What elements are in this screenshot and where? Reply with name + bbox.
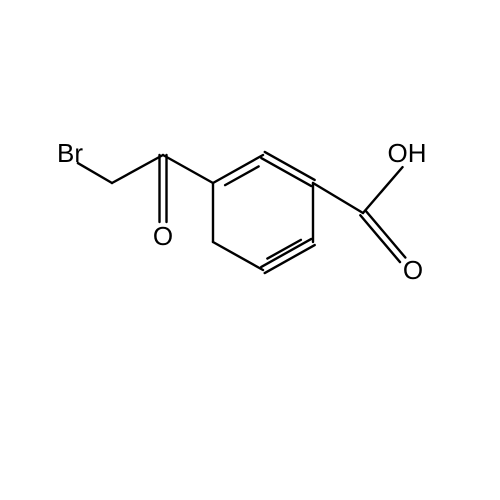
- bond: [363, 167, 403, 213]
- bond: [261, 158, 311, 186]
- bond: [265, 152, 315, 180]
- bond: [366, 211, 406, 258]
- bond: [261, 239, 311, 267]
- atom-label-o1: O: [153, 221, 173, 251]
- bond: [265, 245, 315, 273]
- atom-label-br: Br: [57, 138, 83, 168]
- bond: [213, 242, 263, 270]
- bond: [163, 155, 213, 183]
- molecule-structure: Br O O OH: [0, 0, 500, 500]
- bond: [225, 166, 259, 185]
- atom-label-o2: O: [403, 255, 423, 285]
- atom-label-oh: OH: [388, 138, 427, 168]
- bond: [112, 155, 163, 183]
- bond: [313, 183, 363, 213]
- bond: [360, 215, 400, 262]
